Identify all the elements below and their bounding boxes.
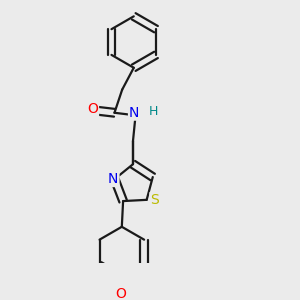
Text: N: N xyxy=(108,172,119,186)
Text: H: H xyxy=(148,105,158,118)
Text: O: O xyxy=(87,102,98,116)
Text: S: S xyxy=(150,193,159,207)
Text: N: N xyxy=(129,106,140,120)
Text: O: O xyxy=(115,287,126,300)
